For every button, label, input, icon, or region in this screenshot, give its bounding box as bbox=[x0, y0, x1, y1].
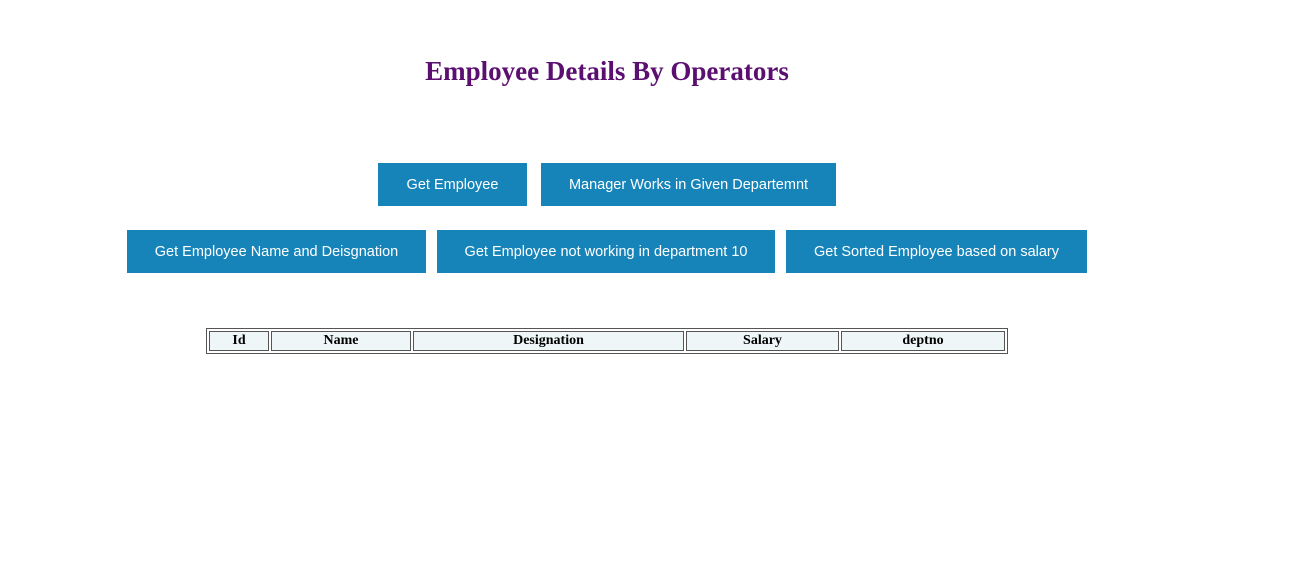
column-header-id: Id bbox=[209, 331, 269, 351]
get-name-and-designation-button[interactable]: Get Employee Name and Deisgnation bbox=[127, 230, 426, 273]
table-header-row: Id Name Designation Salary deptno bbox=[209, 331, 1005, 351]
column-header-salary: Salary bbox=[686, 331, 839, 351]
column-header-name: Name bbox=[271, 331, 411, 351]
manager-works-in-department-button[interactable]: Manager Works in Given Departemnt bbox=[541, 163, 836, 206]
get-employee-button[interactable]: Get Employee bbox=[378, 163, 527, 206]
column-header-designation: Designation bbox=[413, 331, 684, 351]
page-title: Employee Details By Operators bbox=[425, 56, 789, 86]
employee-table: Id Name Designation Salary deptno bbox=[206, 328, 1008, 354]
column-header-deptno: deptno bbox=[841, 331, 1005, 351]
get-employee-not-in-dept-10-button[interactable]: Get Employee not working in department 1… bbox=[437, 230, 775, 273]
get-sorted-by-salary-button[interactable]: Get Sorted Employee based on salary bbox=[786, 230, 1087, 273]
